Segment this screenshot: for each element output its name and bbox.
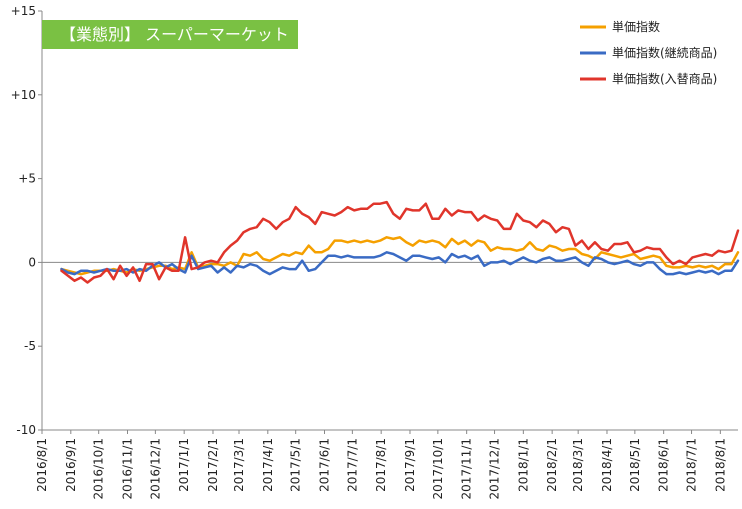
legend-label-3: 単価指数(入替商品) — [612, 71, 717, 86]
y-tick-label: +10 — [11, 88, 36, 102]
x-tick-label: 2018/7/1 — [685, 438, 699, 492]
x-tick-label: 2016/12/1 — [148, 438, 162, 500]
y-tick-label: +15 — [11, 4, 36, 18]
chart-title-box: 【業態別】 スーパーマーケット — [42, 20, 298, 49]
x-tick-label: 2017/6/1 — [317, 438, 331, 492]
x-tick-label: 2016/8/1 — [35, 438, 49, 492]
series-line-3 — [60, 200, 740, 284]
y-tick-label: -10 — [16, 423, 36, 437]
x-tick-label: 2018/1/1 — [516, 438, 530, 492]
x-tick-label: 2016/9/1 — [64, 438, 78, 492]
series-layer — [60, 200, 740, 284]
x-tick-label: 2017/3/1 — [232, 438, 246, 492]
y-tick-label: 0 — [28, 255, 36, 269]
x-tick-label: 2017/11/1 — [460, 438, 474, 500]
x-tick-label: 2017/12/1 — [488, 438, 502, 500]
x-tick-label: 2018/8/1 — [713, 438, 727, 492]
x-tick-label: 2017/4/1 — [261, 438, 275, 492]
x-tick-label: 2017/5/1 — [289, 438, 303, 492]
x-tick-label: 2016/11/1 — [120, 438, 134, 500]
legend-label-2: 単価指数(継続商品) — [612, 45, 717, 60]
x-tick-label: 2017/9/1 — [403, 438, 417, 492]
x-tick-label: 2016/10/1 — [92, 438, 106, 500]
x-tick-label: 2018/4/1 — [600, 438, 614, 492]
legend-label-1: 単価指数 — [612, 19, 660, 34]
x-tick-label: 2018/6/1 — [657, 438, 671, 492]
series-line-2 — [60, 251, 740, 276]
x-tick-label: 2017/10/1 — [431, 438, 445, 500]
x-tick-label: 2017/8/1 — [374, 438, 388, 492]
x-tick-label: 2018/5/1 — [628, 438, 642, 492]
chart-title: 【業態別】 スーパーマーケット — [60, 25, 289, 44]
x-tick-label: 2018/3/1 — [571, 438, 585, 492]
x-tick-label: 2017/1/1 — [177, 438, 191, 492]
y-tick-label: -5 — [24, 339, 36, 353]
x-tick-label: 2017/7/1 — [345, 438, 359, 492]
x-tick-label: 2017/2/1 — [206, 438, 220, 492]
x-tick-label: 2018/2/1 — [545, 438, 559, 492]
chart-title-background — [42, 20, 298, 49]
series-line-1 — [60, 236, 740, 276]
y-tick-label: +5 — [18, 172, 36, 186]
